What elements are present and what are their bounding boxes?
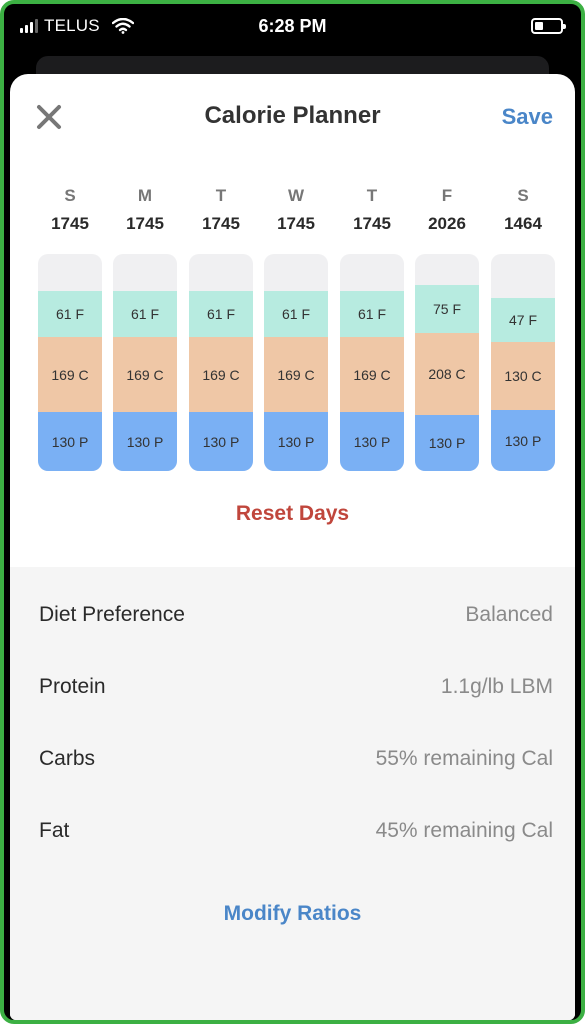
fat-segment: 61 F	[189, 291, 253, 337]
day-macro-column[interactable]: 61 F 169 C 130 P	[189, 254, 253, 471]
day-macro-column[interactable]: 61 F 169 C 130 P	[113, 254, 177, 471]
protein-segment: 130 P	[415, 415, 479, 471]
day-letter: W	[287, 186, 305, 205]
close-icon[interactable]	[32, 100, 66, 134]
day-calories: 1745	[202, 214, 240, 233]
carbs-segment: 169 C	[38, 337, 102, 412]
day-header: T 1745	[189, 186, 253, 234]
carrier-label: TELUS	[44, 16, 100, 35]
row-label: Carbs	[39, 747, 96, 770]
row-value: 45% remaining Cal	[375, 819, 553, 842]
day-calories: 1745	[126, 214, 164, 233]
day-letter: M	[137, 186, 153, 205]
row-label: Fat	[39, 819, 70, 842]
fat-segment: 75 F	[415, 285, 479, 333]
protein-segment: 130 P	[264, 412, 328, 471]
row-value: 1.1g/lb LBM	[440, 675, 553, 698]
header: Calorie Planner Save	[10, 74, 575, 164]
fat-segment: 61 F	[113, 291, 177, 337]
page-title: Calorie Planner	[204, 102, 381, 129]
status-left: TELUS	[20, 16, 134, 36]
row-label: Diet Preference	[39, 603, 185, 626]
day-calories: 2026	[428, 214, 466, 233]
day-calories: 1745	[51, 214, 89, 233]
day-header: T 1745	[340, 186, 404, 234]
carbs-segment: 169 C	[340, 337, 404, 412]
carbs-segment: 130 C	[491, 342, 555, 410]
day-header: S 1464	[491, 186, 555, 234]
row-value: 55% remaining Cal	[375, 747, 553, 770]
calorie-planner-sheet: Calorie Planner Save S 1745 M 1745 T 174…	[10, 74, 575, 1020]
day-macro-column[interactable]: 47 F 130 C 130 P	[491, 254, 555, 471]
protein-segment: 130 P	[38, 412, 102, 471]
fat-segment: 61 F	[264, 291, 328, 337]
day-header: F 2026	[415, 186, 479, 234]
protein-segment: 130 P	[189, 412, 253, 471]
day-calories: 1464	[504, 214, 542, 233]
day-letter: F	[441, 186, 453, 205]
carbs-segment: 208 C	[415, 333, 479, 415]
wifi-icon	[111, 18, 134, 34]
status-bar: TELUS 6:28 PM	[4, 4, 581, 52]
reset-days-button[interactable]: Reset Days	[235, 502, 350, 525]
fat-segment: 61 F	[340, 291, 404, 337]
day-calories: 1745	[353, 214, 391, 233]
day-letter: S	[64, 186, 76, 205]
day-macro-column[interactable]: 61 F 169 C 130 P	[340, 254, 404, 471]
diet-preference-row[interactable]: Diet Preference Balanced	[10, 587, 575, 647]
day-header: W 1745	[264, 186, 328, 234]
day-header: S 1745	[38, 186, 102, 234]
row-label: Protein	[39, 675, 106, 698]
day-macro-column[interactable]: 61 F 169 C 130 P	[264, 254, 328, 471]
row-value: Balanced	[465, 603, 553, 626]
protein-segment: 130 P	[113, 412, 177, 471]
fat-segment: 61 F	[38, 291, 102, 337]
fat-row[interactable]: Fat 45% remaining Cal	[10, 803, 575, 863]
signal-icon	[20, 19, 38, 33]
protein-segment: 130 P	[491, 410, 555, 471]
carbs-segment: 169 C	[189, 337, 253, 412]
battery-icon	[531, 18, 566, 34]
carbs-segment: 169 C	[113, 337, 177, 412]
day-calories: 1745	[277, 214, 315, 233]
protein-segment: 130 P	[340, 412, 404, 471]
day-letter: S	[517, 186, 529, 205]
protein-row[interactable]: Protein 1.1g/lb LBM	[10, 659, 575, 719]
save-button[interactable]: Save	[501, 104, 553, 129]
clock: 6:28 PM	[258, 16, 327, 36]
settings-panel: Diet Preference Balanced Protein 1.1g/lb…	[10, 567, 575, 1020]
carbs-segment: 169 C	[264, 337, 328, 412]
day-macro-column[interactable]: 61 F 169 C 130 P	[38, 254, 102, 471]
day-header: M 1745	[113, 186, 177, 234]
modify-ratios-button[interactable]: Modify Ratios	[223, 902, 362, 925]
carbs-row[interactable]: Carbs 55% remaining Cal	[10, 731, 575, 791]
day-macro-column[interactable]: 75 F 208 C 130 P	[415, 254, 479, 471]
day-letter: T	[215, 186, 227, 205]
day-letter: T	[366, 186, 378, 205]
fat-segment: 47 F	[491, 298, 555, 342]
